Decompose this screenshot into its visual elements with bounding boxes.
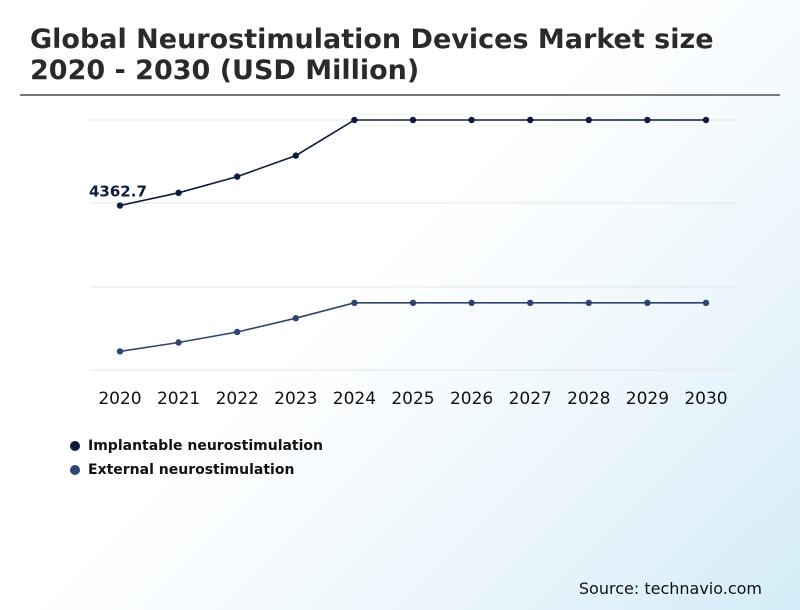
legend-item-implantable: Implantable neurostimulation: [70, 434, 323, 458]
data-point: [175, 339, 182, 346]
data-point: [468, 299, 475, 307]
title-divider: [20, 94, 780, 96]
series-line: [119, 301, 706, 353]
data-point: [234, 173, 241, 180]
series-external: [116, 299, 710, 355]
x-tick-label: 2023: [274, 389, 317, 409]
x-tick-label: 2030: [684, 389, 727, 409]
source-credit: Source: technavio.com: [578, 579, 762, 598]
data-point: [527, 299, 534, 307]
x-tick-label: 2029: [626, 389, 669, 409]
x-tick-label: 2027: [509, 389, 552, 409]
data-point: [702, 299, 710, 307]
data-point: [409, 299, 417, 307]
x-tick-label: 2025: [391, 389, 434, 409]
x-tick-label: 2020: [98, 389, 141, 409]
data-point: [409, 116, 417, 124]
x-tick-label: 2022: [216, 389, 259, 409]
legend-label-external: External neurostimulation: [88, 462, 295, 478]
data-point: [527, 116, 534, 124]
legend: Implantable neurostimulation External ne…: [70, 434, 323, 482]
data-point: [585, 116, 592, 124]
x-tick-label: 2021: [157, 389, 200, 409]
data-point: [644, 116, 651, 124]
data-point: [116, 202, 124, 209]
data-point: [234, 328, 241, 336]
data-point: [351, 299, 358, 307]
data-point: [468, 116, 475, 124]
legend-label-implantable: Implantable neurostimulation: [88, 438, 324, 454]
x-tick-label: 2024: [333, 389, 376, 409]
data-label: 4362.7: [89, 183, 147, 201]
annotations: 4362.7: [89, 183, 147, 201]
series-line: [119, 119, 706, 207]
data-point: [116, 348, 124, 355]
legend-marker-implantable: [70, 441, 80, 451]
data-point: [292, 315, 299, 322]
x-tick-label: 2026: [450, 389, 493, 409]
data-point: [585, 299, 592, 307]
gridlines: [90, 119, 736, 371]
data-point: [702, 116, 710, 124]
x-axis-ticks: 2020 2021 2022 2023 2024 2025 2026 2027 2028 2029…: [98, 389, 727, 409]
chart-title: Global Neurostimulation Devices Market s…: [30, 24, 714, 86]
series-lines: [116, 116, 710, 355]
data-point: [644, 299, 651, 307]
x-tick-label: 2028: [567, 389, 610, 409]
legend-item-external: External neurostimulation: [70, 458, 323, 482]
line-chart: 2020 2021 2022 2023 2024 2025 2026 2027 2028 2029…: [89, 116, 736, 409]
data-point: [292, 152, 299, 159]
legend-marker-external: [70, 465, 80, 475]
data-point: [175, 189, 182, 197]
series-implantable: [116, 116, 710, 209]
data-point: [351, 116, 358, 124]
